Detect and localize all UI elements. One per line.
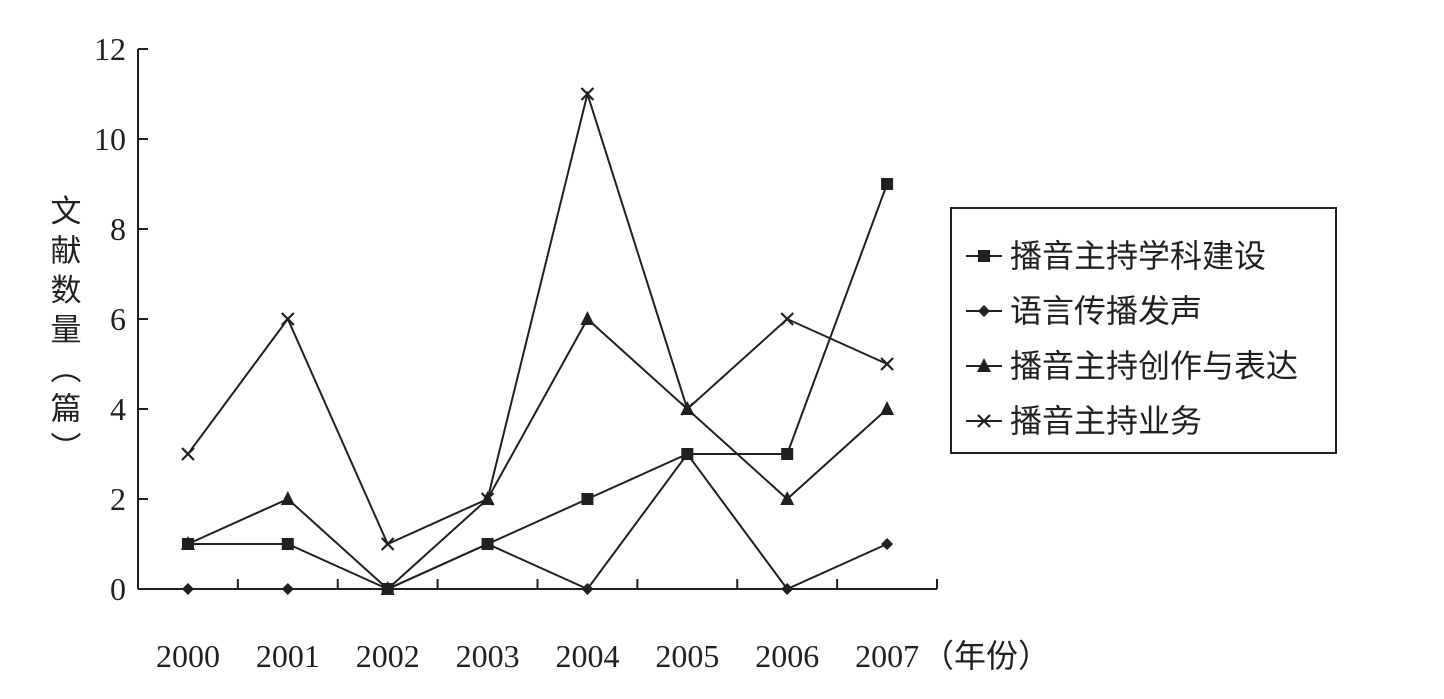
data-point (281, 312, 295, 326)
series-square (181, 178, 894, 595)
legend-marker (978, 305, 990, 317)
series-line (187, 317, 888, 591)
legend-marker (977, 414, 991, 428)
data-point (781, 583, 794, 595)
data-point (880, 357, 894, 371)
y-tick-label: 8 (110, 211, 126, 247)
x-tick-label: 2007 (855, 638, 919, 674)
y-tick-label: 10 (94, 121, 126, 157)
y-tick-label: 12 (94, 31, 126, 67)
legend-label: 播音主持创作与表达 (1010, 347, 1298, 385)
y-tick-label: 4 (110, 391, 126, 427)
data-point (881, 178, 894, 190)
legend-label: 语言传播发声 (1010, 292, 1202, 330)
data-point (680, 402, 695, 416)
data-point (580, 87, 595, 101)
x-tick-label: 2000 (156, 638, 220, 674)
y-axis-ticks: 0 2 4 6 8 10 12 (94, 31, 148, 607)
y-axis-label: 文献数量︵篇︶ (51, 194, 82, 467)
legend-item: 播音主持业务 (966, 402, 1202, 440)
axes (137, 49, 937, 590)
data-point (280, 491, 295, 505)
x-tick-label: 2005 (655, 638, 719, 674)
data-point (481, 538, 494, 550)
series-line (187, 452, 888, 591)
x-axis-ticks: 2000 2001 2002 2003 2004 2005 2006 2007 (156, 579, 938, 674)
data-point (581, 583, 594, 595)
x-tick-label: 2003 (456, 638, 520, 674)
x-tick-label: 2006 (755, 638, 819, 674)
data-point (380, 581, 395, 595)
x-axis-unit: （年份） (922, 637, 1050, 675)
legend-marker (978, 250, 990, 262)
legend-label: 播音主持学科建设 (1010, 237, 1266, 275)
legend-item: 语言传播发声 (966, 292, 1202, 330)
y-tick-label: 0 (110, 571, 126, 607)
x-tick-label: 2001 (256, 638, 320, 674)
data-point (380, 537, 395, 551)
data-point (780, 491, 795, 505)
data-point (181, 447, 195, 461)
data-point (581, 493, 594, 505)
legend-item: 播音主持创作与表达 (966, 347, 1298, 385)
data-point (780, 312, 794, 326)
legend-item: 播音主持学科建设 (966, 237, 1266, 275)
legend-label: 播音主持业务 (1010, 402, 1202, 440)
data-point (181, 583, 194, 595)
data-point (781, 448, 794, 460)
series-x (181, 87, 894, 551)
legend-marker (977, 358, 991, 372)
series-line (187, 183, 889, 591)
series-line (187, 90, 888, 546)
data-point (180, 536, 195, 550)
data-point (480, 492, 495, 506)
legend-box (950, 207, 1337, 454)
data-point (281, 583, 294, 595)
data-point (281, 538, 294, 550)
series-group (180, 87, 895, 595)
x-tick-label: 2002 (356, 638, 420, 674)
y-tick-label: 2 (110, 481, 126, 517)
data-point (681, 448, 694, 460)
x-tick-label: 2004 (555, 638, 619, 674)
data-point (880, 401, 895, 415)
data-point (881, 538, 894, 550)
data-point (580, 311, 595, 325)
y-tick-label: 6 (110, 301, 126, 337)
